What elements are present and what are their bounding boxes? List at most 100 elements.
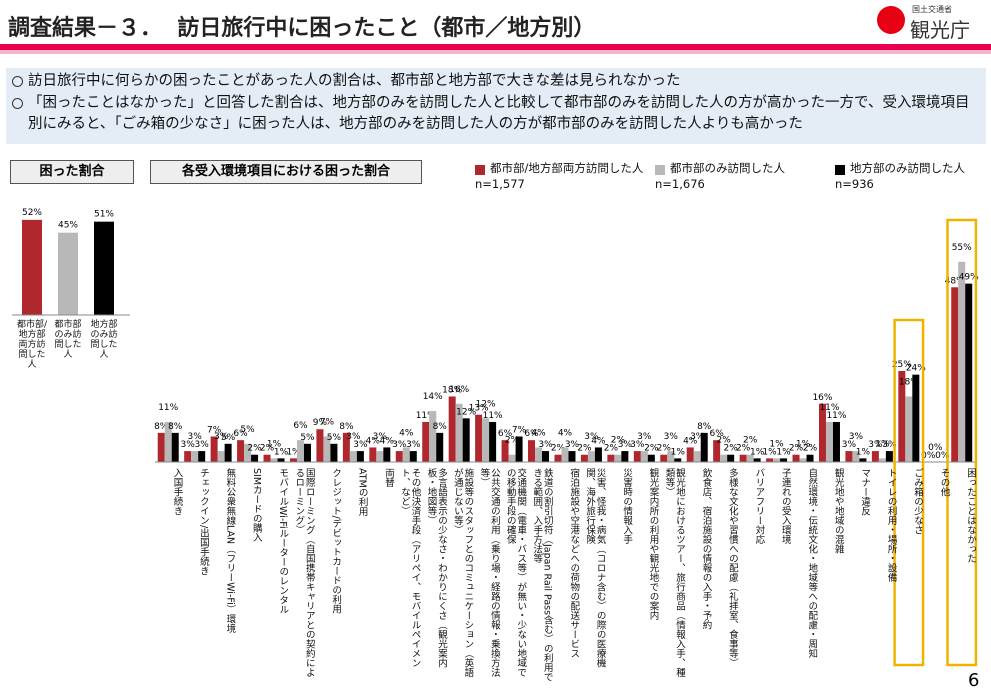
category-label: 両替: [383, 468, 395, 487]
category-label: 災害、怪我・病気（コロナ含む）の際の医療機関、海外旅行保険: [584, 468, 606, 668]
bar: [799, 458, 807, 462]
value-label: 3%: [664, 432, 679, 442]
value-label: 2%: [505, 436, 520, 446]
bar: [277, 458, 285, 462]
bar: [482, 418, 490, 462]
value-label: 7%: [512, 426, 527, 436]
bar: [633, 451, 641, 462]
bar: [22, 219, 42, 315]
value-label: 2%: [247, 444, 262, 454]
value-label: 11%: [819, 403, 839, 413]
bullet: 「困ったことはなかった」と回答した割合は、地方部のみを訪問した人と比較して都市部…: [28, 95, 970, 132]
legend-label: 都市部のみ訪問した人: [670, 161, 785, 175]
slide-title: 調査結果－３． 訪日旅行中に困ったこと（都市／地方別）: [8, 16, 596, 41]
bar: [753, 458, 761, 462]
value-label: 3%: [849, 432, 864, 442]
category-label: 多様な文化や習慣への配慮（礼拝室、食事等）: [726, 468, 738, 668]
value-label: 6%: [233, 429, 248, 439]
bar: [164, 421, 172, 462]
bar: [845, 451, 853, 462]
value-label: 3%: [637, 432, 652, 442]
bar: [958, 261, 966, 462]
value-label: 3%: [690, 432, 705, 442]
category-label: 観光地におけるツアー、旅行商品（情報入手、種類等）: [663, 468, 685, 677]
value-label: 3%: [406, 440, 421, 450]
highlight-box: [946, 218, 978, 667]
bar: [330, 443, 338, 462]
bar: [905, 396, 913, 462]
value-label: 1%: [769, 439, 784, 449]
bar: [528, 440, 536, 462]
bar: [323, 436, 331, 462]
legend-swatch: [655, 165, 665, 175]
value-label: 55%: [952, 243, 972, 253]
bar: [251, 454, 259, 462]
bar: [462, 418, 470, 462]
bar: [832, 421, 840, 462]
value-label: 2%: [743, 436, 758, 446]
value-label: 3%: [346, 432, 361, 442]
bar: [859, 458, 867, 462]
value-label: 12%: [476, 399, 496, 409]
bar: [871, 451, 879, 462]
value-label: 6%: [293, 421, 308, 431]
category-label: 地方部のみ訪問した人: [90, 320, 118, 360]
value-label: 2%: [611, 436, 626, 446]
value-label: 3%: [882, 440, 897, 450]
value-label: 9%: [313, 418, 328, 428]
bar: [376, 451, 384, 462]
bar: [508, 454, 516, 462]
value-label: 1%: [856, 447, 871, 457]
bar: [191, 451, 199, 462]
value-label: 0%: [921, 451, 936, 461]
value-label: 8%: [433, 422, 448, 432]
category-label: その他決済手段（アリペイ、モバイルペイメント、など）: [398, 468, 421, 668]
value-label: 5%: [300, 433, 315, 443]
category-label: 都市部のみ訪問した人: [54, 320, 82, 360]
value-label: 25%: [892, 360, 912, 370]
bar: [369, 447, 377, 462]
value-label: 3%: [538, 440, 553, 450]
category-label: トイレの利用・場所・設備: [885, 468, 897, 582]
bar: [720, 454, 728, 462]
bar: [660, 454, 668, 462]
value-label: 2%: [260, 444, 275, 454]
logo-name: 観光庁: [910, 18, 970, 42]
value-label: 24%: [906, 364, 926, 374]
bar: [713, 440, 721, 462]
bar: [395, 451, 403, 462]
legend-sample: n=936: [835, 177, 874, 191]
bar: [244, 443, 252, 462]
category-label: 交通機関（電車・バス等）が無い・少ない地域での移動手段の確保: [504, 468, 527, 677]
value-label: 4%: [399, 428, 414, 438]
bar: [693, 451, 701, 462]
value-label: 0%: [928, 443, 943, 453]
category-label: 多言語表示の少なさ・わかりにくさ（観光案内板・地図等）: [425, 468, 447, 668]
bar: [224, 443, 232, 462]
highlight-box: [893, 318, 925, 667]
value-label: 5%: [240, 425, 255, 435]
category-label: その他: [938, 468, 950, 497]
bar: [296, 440, 304, 462]
value-label: 49%: [959, 273, 979, 283]
value-label: 4%: [531, 428, 546, 438]
bar: [568, 451, 576, 462]
bar: [640, 451, 648, 462]
bar: [475, 414, 483, 462]
bar: [448, 396, 456, 462]
value-label: 2%: [644, 444, 659, 454]
value-label: 11%: [483, 411, 503, 421]
value-label: 4%: [591, 436, 606, 446]
bar: [587, 451, 595, 462]
category-label: 宿泊施設や空港などへの荷物の配送サービス: [568, 468, 580, 658]
bar: [349, 451, 357, 462]
bar: [356, 451, 364, 462]
bar: [157, 432, 165, 462]
value-label: 3%: [630, 440, 645, 450]
bar: [951, 287, 959, 462]
value-label: 3%: [584, 432, 599, 442]
category-label: 飲食店、宿泊施設の情報の入手・予約: [700, 468, 712, 630]
value-label: 1%: [875, 439, 890, 449]
category-label: 災害時の情報入手: [621, 468, 633, 544]
